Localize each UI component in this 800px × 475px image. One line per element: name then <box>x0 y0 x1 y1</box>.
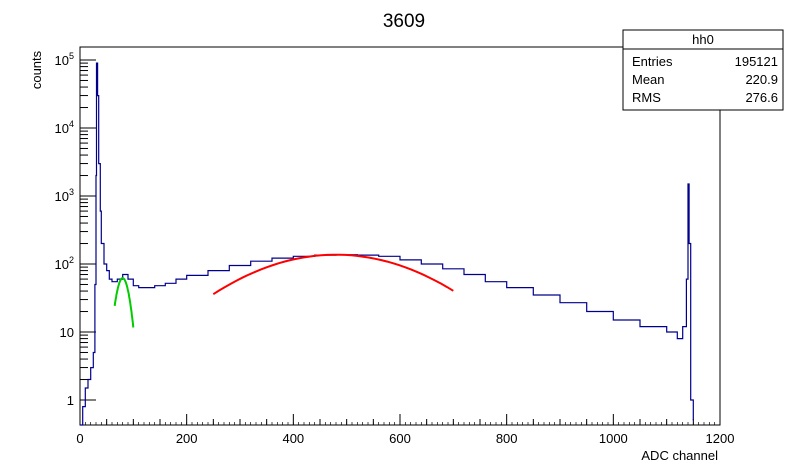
y-tick-label: 1 <box>67 393 74 408</box>
y-tick-label: 103 <box>55 187 74 204</box>
x-tick-label: 1200 <box>706 431 735 446</box>
x-tick-label: 1000 <box>599 431 628 446</box>
x-tick-label: 200 <box>176 431 198 446</box>
stats-mean-value: 220.9 <box>745 72 778 87</box>
stats-mean-label: Mean <box>632 72 665 87</box>
y-axis: 1 10 102 103 104 105 <box>55 51 96 408</box>
chart-title: 3609 <box>383 11 425 32</box>
y-tick-label: 102 <box>55 255 74 272</box>
stats-rms-label: RMS <box>632 90 661 105</box>
stats-entries-value: 195121 <box>735 54 778 69</box>
fit-1-curve <box>113 277 135 328</box>
x-axis: 0 200 400 600 800 1000 1200 <box>76 414 734 446</box>
y-tick-label: 105 <box>55 51 74 68</box>
stats-box-title: hh0 <box>692 32 714 47</box>
x-tick-label: 600 <box>389 431 411 446</box>
histogram-series <box>80 62 694 426</box>
stats-box: hh0 Entries 195121 Mean 220.9 RMS 276.6 <box>622 29 784 111</box>
y-axis-label: counts <box>29 50 44 89</box>
y-tick-label: 10 <box>60 325 74 340</box>
x-axis-label: ADC channel <box>641 448 718 463</box>
fit-2-curve <box>212 253 454 296</box>
x-tick-label: 400 <box>282 431 304 446</box>
stats-entries-label: Entries <box>632 54 673 69</box>
x-tick-label: 800 <box>496 431 518 446</box>
stats-rms-value: 276.6 <box>745 90 778 105</box>
y-tick-label: 104 <box>55 119 74 136</box>
x-tick-label: 0 <box>76 431 83 446</box>
